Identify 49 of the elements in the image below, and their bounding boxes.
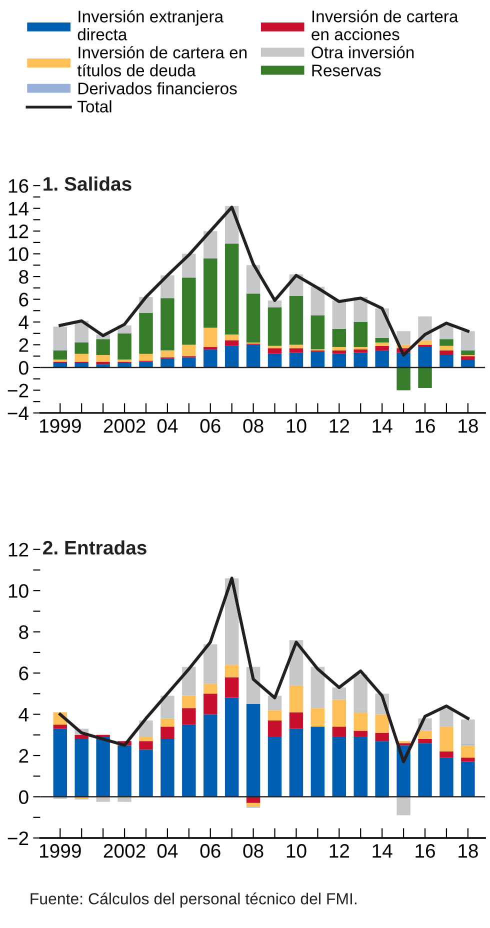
y-tick-label: 2 bbox=[19, 748, 28, 763]
legend-label: Inversión de cartera en acciones bbox=[312, 10, 458, 40]
y-tick-label: 10 bbox=[8, 584, 28, 598]
x-tick-label: 1999 bbox=[40, 419, 81, 433]
x-tick-label: 04 bbox=[157, 419, 178, 433]
x-tick-label: 2002 bbox=[104, 844, 146, 858]
x-tick-label: 04 bbox=[157, 844, 178, 858]
legend-label: Reservas bbox=[312, 64, 381, 76]
x-tick-label: 18 bbox=[458, 419, 478, 433]
chart-title: 2. Entradas bbox=[43, 540, 146, 555]
legend-label: Otra inversión bbox=[312, 46, 414, 58]
chart-title: 1. Salidas bbox=[44, 176, 132, 191]
x-tick-label: 06 bbox=[200, 844, 220, 858]
x-tick-label: 08 bbox=[243, 844, 264, 858]
x-tick-label: 06 bbox=[200, 419, 220, 433]
x-tick-label: 12 bbox=[330, 844, 349, 858]
x-tick-label: 10 bbox=[286, 844, 306, 858]
y-tick-label: −2 bbox=[8, 831, 28, 846]
x-tick-label: 10 bbox=[286, 419, 306, 433]
y-tick-label: −4 bbox=[8, 406, 28, 420]
x-tick-label: 16 bbox=[416, 419, 435, 433]
x-tick-label: 08 bbox=[243, 419, 264, 433]
x-tick-label: 1999 bbox=[40, 844, 81, 858]
y-tick-label: 16 bbox=[8, 179, 28, 193]
y-tick-label: 12 bbox=[8, 542, 28, 556]
x-tick-label: 2002 bbox=[104, 419, 146, 433]
source-note: Fuente: Cálculos del personal técnico del FMI. bbox=[30, 892, 356, 908]
legend-label: Derivados financieros bbox=[78, 82, 237, 94]
legend-label: Total bbox=[78, 100, 112, 112]
y-tick-label: 4 bbox=[18, 708, 28, 722]
y-tick-label: 8 bbox=[19, 270, 28, 284]
y-tick-label: 4 bbox=[18, 316, 28, 330]
x-tick-label: 18 bbox=[458, 844, 478, 858]
y-tick-label: 10 bbox=[8, 247, 28, 262]
y-tick-label: 0 bbox=[19, 790, 28, 804]
y-tick-label: −2 bbox=[8, 384, 28, 398]
y-tick-label: 8 bbox=[19, 625, 28, 640]
y-tick-label: 14 bbox=[8, 202, 28, 216]
y-tick-label: 2 bbox=[19, 338, 28, 352]
x-tick-label: 16 bbox=[416, 844, 435, 858]
y-tick-label: 6 bbox=[19, 292, 28, 307]
legend-label: Inversión de cartera en títulos de deuda bbox=[77, 46, 247, 76]
legend-label: Inversión extranjera directa bbox=[78, 10, 224, 40]
y-tick-label: 12 bbox=[8, 224, 28, 238]
x-tick-label: 14 bbox=[372, 419, 392, 433]
x-tick-label: 14 bbox=[372, 844, 392, 858]
y-tick-label: 0 bbox=[19, 360, 28, 375]
x-tick-label: 12 bbox=[330, 419, 349, 433]
y-tick-label: 6 bbox=[19, 666, 28, 680]
